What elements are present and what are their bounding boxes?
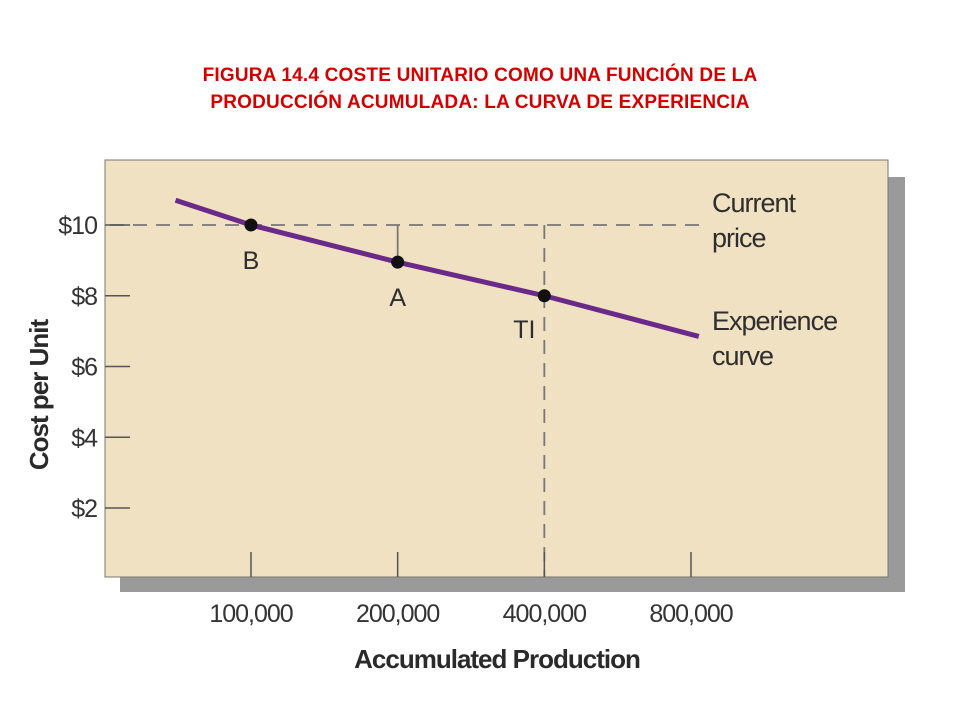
data-point-b [244,218,258,232]
y-tick-label-1: $4 [71,424,98,452]
experience-curve-label-line-1: Experience [712,306,837,336]
y-tick-label-3: $8 [71,283,97,311]
experience-curve-label-line-2: curve [712,341,773,371]
data-point-ti [537,289,551,303]
y-tick-label-2: $6 [71,354,97,382]
data-point-label-a: A [389,284,406,312]
current-price-label-line-2: price [712,223,766,253]
chart-title-line-2: PRODUCCIÓN ACUMULADA: LA CURVA DE EXPERI… [210,92,750,113]
data-point-label-b: B [243,247,260,275]
plot-area [104,159,889,578]
y-axis-title: Cost per Unit [24,319,54,471]
y-axis: $2 $4 $6 $8 $10 [58,212,130,523]
x-tick-label-0: 100,000 [209,600,292,628]
data-point-label-ti: TI [513,316,535,344]
chart-title: FIGURA 14.4 COSTE UNITARIO COMO UNA FUNC… [0,62,960,116]
y-tick-label-0: $2 [71,495,97,523]
x-tick-label-3: 800,000 [649,600,732,628]
current-price-label-line-1: Current [712,188,797,218]
data-point-a [391,255,405,269]
points-layer: B A TI [243,218,551,344]
x-tick-label-2: 400,000 [503,600,586,628]
chart-title-line-1: FIGURA 14.4 COSTE UNITARIO COMO UNA FUNC… [202,65,758,86]
x-axis-title: Accumulated Production [354,644,640,674]
y-tick-label-4: $10 [58,212,97,240]
reference-lines [110,224,700,577]
x-axis: 100,000 200,000 400,000 800,000 [209,552,734,628]
x-tick-label-1: 200,000 [356,600,439,628]
